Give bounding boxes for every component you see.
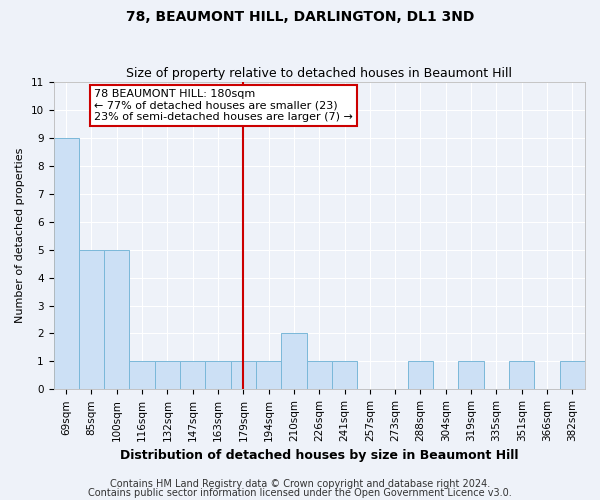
X-axis label: Distribution of detached houses by size in Beaumont Hill: Distribution of detached houses by size … [120, 450, 518, 462]
Y-axis label: Number of detached properties: Number of detached properties [15, 148, 25, 324]
Bar [560, 362, 585, 390]
Bar [104, 250, 130, 390]
Title: Size of property relative to detached houses in Beaumont Hill: Size of property relative to detached ho… [126, 66, 512, 80]
Bar [53, 138, 79, 390]
Text: Contains HM Land Registry data © Crown copyright and database right 2024.: Contains HM Land Registry data © Crown c… [110, 479, 490, 489]
Bar [230, 362, 256, 390]
Text: 78 BEAUMONT HILL: 180sqm
← 77% of detached houses are smaller (23)
23% of semi-d: 78 BEAUMONT HILL: 180sqm ← 77% of detach… [94, 89, 353, 122]
Bar [130, 362, 155, 390]
Bar [79, 250, 104, 390]
Bar [256, 362, 281, 390]
Bar [281, 334, 307, 390]
Bar [408, 362, 433, 390]
Bar [458, 362, 484, 390]
Bar [509, 362, 535, 390]
Bar [205, 362, 230, 390]
Bar [180, 362, 205, 390]
Text: Contains public sector information licensed under the Open Government Licence v3: Contains public sector information licen… [88, 488, 512, 498]
Bar [307, 362, 332, 390]
Bar [155, 362, 180, 390]
Bar [332, 362, 357, 390]
Text: 78, BEAUMONT HILL, DARLINGTON, DL1 3ND: 78, BEAUMONT HILL, DARLINGTON, DL1 3ND [126, 10, 474, 24]
